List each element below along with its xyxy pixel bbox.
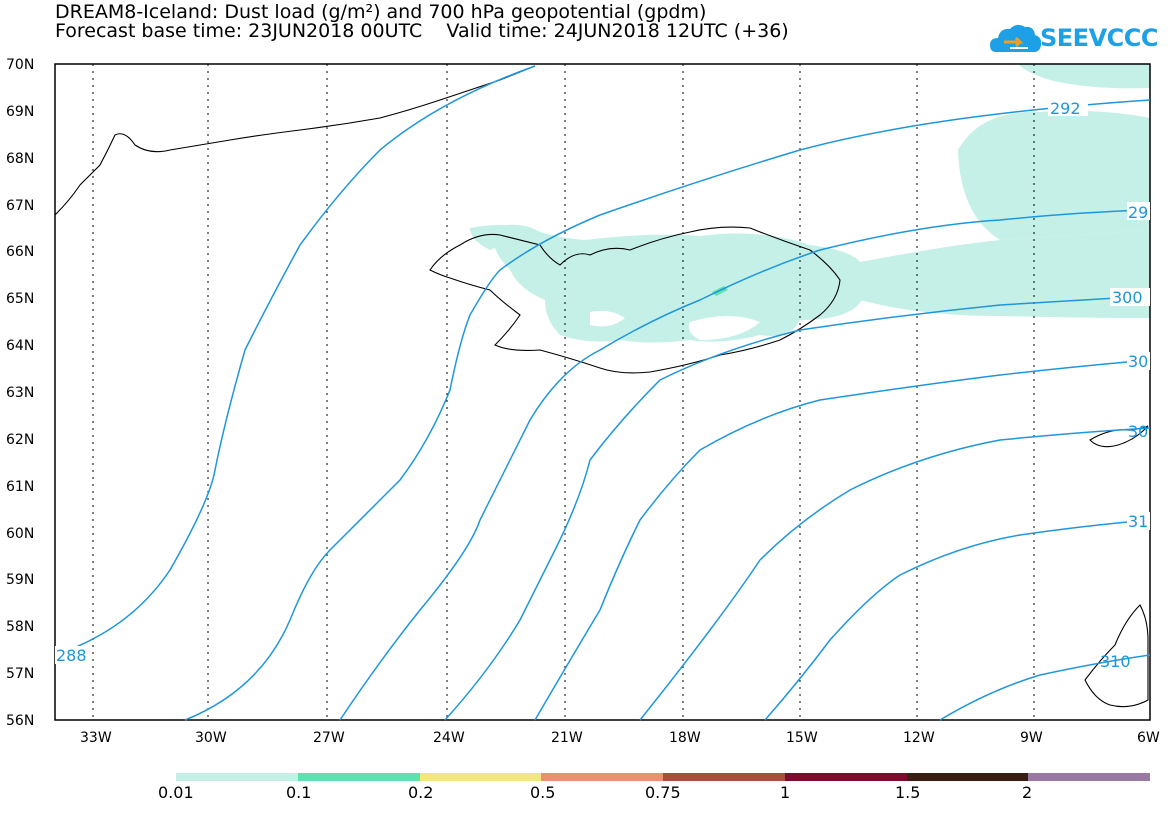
lat-label: 57N: [6, 666, 34, 682]
contour-label-304: 30: [1128, 352, 1148, 371]
lon-label: 33W: [80, 730, 112, 746]
lat-label: 65N: [6, 291, 34, 307]
lon-label: 12W: [903, 730, 935, 746]
lat-label: 64N: [6, 338, 34, 354]
contour-288: [54, 65, 536, 656]
contour-label-316: 310: [1100, 652, 1131, 671]
colorbar-swatch: [298, 773, 420, 781]
lat-label: 63N: [6, 385, 34, 401]
lat-label: 60N: [6, 526, 34, 542]
coastline-iceland: [429, 226, 841, 374]
cloud-icon: [990, 24, 1042, 52]
dust-area-iceland: [491, 224, 866, 343]
colorbar-label: 2: [1022, 783, 1033, 802]
coastline-scotland: [1084, 604, 1149, 708]
colorbar-swatch: [420, 773, 541, 781]
colorbar-label: 0.01: [158, 783, 194, 802]
lat-label: 59N: [6, 572, 34, 588]
colorbar-label: 0.75: [645, 783, 681, 802]
contour-302: [534, 359, 1151, 721]
contour-label-288: 288: [56, 646, 87, 665]
colorbar-swatch: [907, 773, 1028, 781]
latitude-labels: 70N 69N 68N 67N 66N 65N 64N 63N 62N 61N …: [6, 57, 34, 729]
contour-294: [339, 209, 1151, 721]
lon-label: 18W: [669, 730, 701, 746]
geopotential-contours: [54, 65, 1151, 721]
colorbar: [176, 773, 1150, 781]
contour-label-292: 292: [1050, 99, 1081, 118]
colorbar-swatch: [663, 773, 785, 781]
map-title: DREAM8-Iceland: Dust load (g/m²) and 700…: [55, 1, 707, 23]
contour-298: [444, 295, 1151, 721]
coastline-greenland: [54, 65, 536, 216]
lat-label: 68N: [6, 151, 34, 167]
colorbar-label: 1: [780, 783, 791, 802]
map-subtitle: Forecast base time: 23JUN2018 00UTC Vali…: [55, 20, 789, 42]
lat-label: 70N: [6, 57, 34, 73]
lon-label: 30W: [195, 730, 227, 746]
longitude-labels: 33W 30W 27W 24W 21W 18W 15W 12W 9W 6W: [80, 730, 1160, 746]
colorbar-swatch: [1028, 773, 1150, 781]
dust-area-east-band: [860, 230, 1150, 318]
contour-label-308: 30: [1128, 422, 1148, 441]
contour-label-300: 300: [1112, 288, 1143, 307]
colorbar-swatch: [541, 773, 663, 781]
contour-label-312: 31: [1128, 512, 1148, 531]
contour-306: [639, 427, 1151, 721]
contour-290: [184, 99, 1151, 721]
colorbar-swatch: [176, 773, 298, 781]
lon-label: 27W: [313, 730, 345, 746]
dust-gap-1: [590, 310, 625, 327]
logo-text: SEEVCCC: [1040, 24, 1159, 52]
colorbar-label: 0.1: [286, 783, 312, 802]
dust-area-top-right: [1018, 64, 1150, 89]
colorbar-label: 0.2: [408, 783, 434, 802]
contour-label-296: 29: [1128, 203, 1148, 222]
lon-label: 21W: [551, 730, 583, 746]
colorbar-label: 1.5: [895, 783, 921, 802]
map-frame: [54, 63, 1151, 721]
lat-label: 67N: [6, 198, 34, 214]
dust-gap-2: [688, 316, 760, 340]
colorbar-label: 0.5: [530, 783, 556, 802]
lon-label: 24W: [433, 730, 465, 746]
dust-area-sea-west: [470, 225, 520, 250]
colorbar-swatch: [785, 773, 907, 781]
grid-lines: [92, 64, 1035, 720]
lat-label: 66N: [6, 244, 34, 260]
lat-label: 61N: [6, 479, 34, 495]
dust-area-ne: [958, 110, 1150, 240]
lon-label: 6W: [1137, 730, 1160, 746]
contour-314: [939, 654, 1151, 721]
contour-310: [764, 519, 1151, 721]
lat-label: 62N: [6, 432, 34, 448]
lon-label: 15W: [786, 730, 818, 746]
lat-label: 69N: [6, 104, 34, 120]
lat-label: 56N: [6, 713, 34, 729]
lon-label: 9W: [1020, 730, 1043, 746]
lat-label: 58N: [6, 619, 34, 635]
